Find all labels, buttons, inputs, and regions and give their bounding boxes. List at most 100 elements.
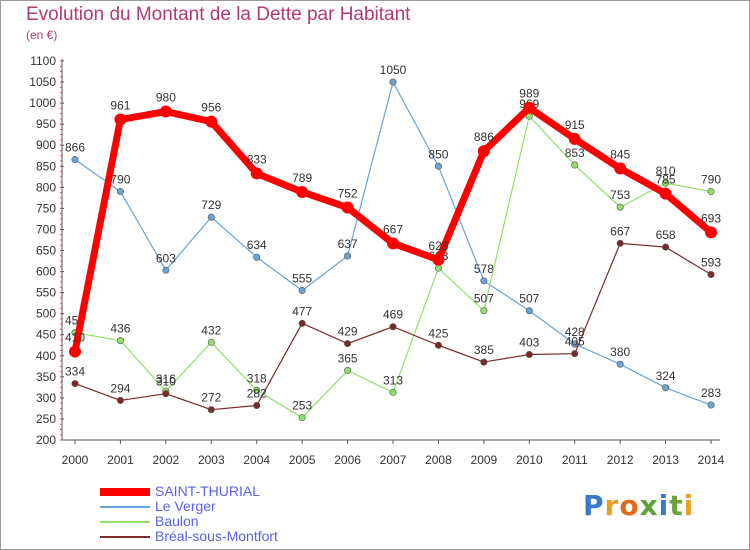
data-label: 318 bbox=[247, 371, 267, 385]
y-tick-label: 250 bbox=[36, 412, 56, 426]
data-label: 790 bbox=[701, 173, 721, 187]
data-label: 294 bbox=[110, 381, 130, 395]
data-label: 915 bbox=[565, 118, 585, 132]
data-point bbox=[114, 113, 127, 126]
data-point bbox=[659, 187, 672, 200]
data-point bbox=[162, 266, 170, 274]
data-point bbox=[662, 179, 670, 187]
logo-letter: x bbox=[639, 489, 659, 522]
data-point bbox=[116, 396, 124, 404]
data-point bbox=[298, 287, 306, 295]
y-tick-label: 650 bbox=[36, 244, 56, 258]
data-label: 790 bbox=[110, 173, 130, 187]
data-label: 469 bbox=[383, 308, 403, 322]
data-point bbox=[614, 162, 627, 175]
data-point bbox=[207, 406, 215, 414]
data-point bbox=[525, 307, 533, 315]
data-label: 961 bbox=[110, 99, 130, 113]
data-label: 785 bbox=[656, 173, 676, 187]
data-point bbox=[116, 337, 124, 345]
data-label: 385 bbox=[474, 343, 494, 357]
logo-letter: i bbox=[658, 489, 670, 522]
data-point bbox=[71, 380, 79, 388]
data-point bbox=[571, 350, 579, 358]
data-point bbox=[69, 345, 81, 358]
data-label: 593 bbox=[701, 256, 721, 270]
data-point bbox=[205, 115, 218, 128]
data-label: 555 bbox=[292, 272, 312, 286]
data-label: 753 bbox=[610, 188, 630, 202]
data-point bbox=[253, 253, 261, 261]
y-tick-label: 700 bbox=[36, 222, 56, 236]
data-label: 324 bbox=[656, 369, 676, 383]
data-point bbox=[116, 188, 124, 196]
data-point bbox=[571, 161, 579, 169]
data-point bbox=[162, 390, 170, 398]
data-point bbox=[250, 167, 263, 180]
data-point bbox=[477, 145, 490, 158]
y-tick-label: 500 bbox=[36, 307, 56, 321]
data-label: 282 bbox=[247, 386, 267, 400]
data-point bbox=[434, 162, 442, 170]
data-label: 380 bbox=[610, 345, 630, 359]
data-label: 410 bbox=[65, 331, 85, 345]
data-label: 634 bbox=[247, 238, 267, 252]
data-point bbox=[480, 277, 488, 285]
data-label: 272 bbox=[201, 391, 221, 405]
data-label: 365 bbox=[338, 352, 358, 366]
data-point bbox=[616, 360, 624, 368]
data-point bbox=[298, 319, 306, 327]
y-tick-label: 400 bbox=[36, 349, 56, 363]
data-point bbox=[71, 156, 79, 164]
data-point bbox=[432, 253, 445, 266]
legend-swatch bbox=[100, 506, 150, 508]
x-tick-label: 2003 bbox=[198, 453, 225, 467]
x-tick-label: 2013 bbox=[652, 453, 679, 467]
data-label: 956 bbox=[201, 101, 221, 115]
data-point bbox=[662, 384, 670, 392]
logo-letter: i bbox=[683, 489, 695, 522]
x-tick-label: 2000 bbox=[62, 453, 89, 467]
legend-swatch bbox=[100, 536, 150, 538]
x-tick-label: 2005 bbox=[289, 453, 316, 467]
data-point bbox=[344, 367, 352, 375]
data-label: 477 bbox=[292, 304, 312, 318]
y-tick-label: 750 bbox=[36, 201, 56, 215]
x-tick-label: 2001 bbox=[107, 453, 134, 467]
data-point bbox=[207, 213, 215, 221]
proxiti-logo: Proxiti bbox=[583, 489, 694, 522]
data-point bbox=[707, 401, 715, 409]
y-tick-label: 300 bbox=[36, 391, 56, 405]
legend: SAINT-THURIAL Le Verger Baulon Bréal-sous-M… bbox=[100, 484, 340, 544]
legend-swatch bbox=[100, 521, 150, 523]
data-point bbox=[207, 338, 215, 346]
data-point bbox=[616, 239, 624, 247]
y-tick-label: 350 bbox=[36, 370, 56, 384]
data-point bbox=[616, 203, 624, 211]
y-tick-label: 550 bbox=[36, 286, 56, 300]
data-label: 637 bbox=[338, 237, 358, 251]
legend-label: Baulon bbox=[155, 513, 199, 529]
data-label: 886 bbox=[474, 130, 494, 144]
data-point bbox=[571, 340, 579, 348]
data-label: 253 bbox=[292, 399, 312, 413]
data-label: 432 bbox=[201, 323, 221, 337]
logo-letter: t bbox=[669, 489, 684, 522]
data-label: 789 bbox=[292, 171, 312, 185]
data-point bbox=[298, 414, 306, 422]
data-point bbox=[705, 226, 718, 239]
data-point bbox=[568, 132, 581, 145]
x-tick-label: 2008 bbox=[425, 453, 452, 467]
data-point bbox=[480, 307, 488, 315]
data-point bbox=[387, 237, 400, 250]
data-point bbox=[253, 386, 261, 394]
logo-letter: P bbox=[583, 489, 605, 522]
y-tick-label: 850 bbox=[36, 159, 56, 173]
data-label: 405 bbox=[565, 335, 585, 349]
data-point bbox=[480, 358, 488, 366]
data-point bbox=[523, 101, 536, 114]
data-label: 313 bbox=[383, 373, 403, 387]
data-point bbox=[389, 388, 397, 396]
x-tick-label: 2011 bbox=[562, 453, 588, 467]
data-label: 667 bbox=[383, 222, 403, 236]
